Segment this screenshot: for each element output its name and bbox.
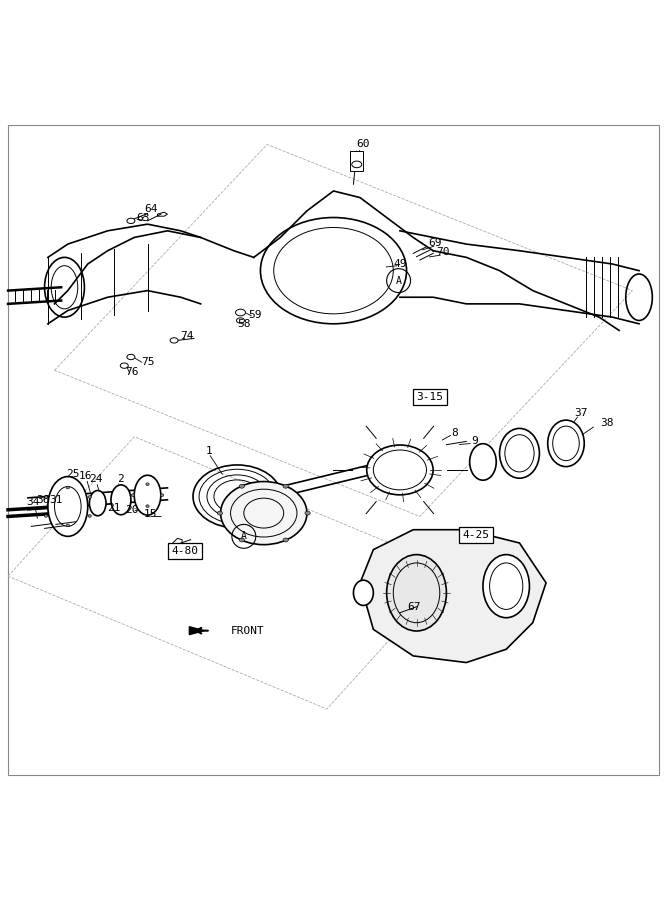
Ellipse shape	[235, 310, 245, 316]
Ellipse shape	[146, 483, 149, 485]
Ellipse shape	[146, 505, 149, 508]
Ellipse shape	[367, 445, 433, 495]
Text: 37: 37	[574, 409, 588, 419]
Text: 75: 75	[141, 356, 154, 366]
Polygon shape	[189, 626, 204, 634]
Text: 24: 24	[89, 474, 103, 484]
Ellipse shape	[111, 485, 131, 515]
Ellipse shape	[239, 538, 245, 542]
Text: 4-80: 4-80	[171, 546, 198, 556]
Ellipse shape	[120, 363, 128, 368]
Text: 20: 20	[125, 505, 138, 515]
Polygon shape	[360, 530, 546, 662]
Ellipse shape	[548, 420, 584, 466]
Ellipse shape	[239, 484, 245, 488]
Ellipse shape	[88, 515, 91, 518]
Ellipse shape	[134, 475, 161, 515]
Text: 2: 2	[117, 474, 124, 484]
Ellipse shape	[44, 496, 47, 499]
Text: 1: 1	[205, 446, 212, 456]
Ellipse shape	[48, 477, 88, 536]
Text: 49: 49	[393, 259, 407, 269]
Text: 3-15: 3-15	[416, 392, 444, 402]
Text: 60: 60	[357, 140, 370, 149]
Ellipse shape	[217, 511, 223, 515]
Text: 58: 58	[237, 319, 251, 328]
Text: FRONT: FRONT	[231, 626, 264, 635]
Ellipse shape	[127, 355, 135, 360]
Ellipse shape	[44, 515, 47, 518]
Ellipse shape	[89, 491, 106, 516]
Text: 31: 31	[49, 495, 63, 505]
Ellipse shape	[131, 494, 135, 497]
Text: 4-25: 4-25	[463, 530, 490, 540]
Ellipse shape	[66, 524, 69, 526]
Text: 63: 63	[136, 212, 149, 222]
Ellipse shape	[283, 484, 288, 488]
Text: 64: 64	[144, 204, 157, 214]
Ellipse shape	[283, 538, 288, 542]
Ellipse shape	[387, 554, 446, 631]
Text: 38: 38	[600, 418, 614, 428]
Ellipse shape	[305, 511, 310, 515]
Ellipse shape	[354, 580, 374, 606]
Text: 34: 34	[26, 498, 39, 508]
Text: 76: 76	[125, 366, 138, 376]
Ellipse shape	[221, 482, 307, 544]
Ellipse shape	[237, 318, 245, 323]
Text: 59: 59	[248, 310, 262, 320]
Ellipse shape	[500, 428, 540, 478]
Ellipse shape	[88, 496, 91, 499]
Text: 74: 74	[181, 331, 194, 341]
Text: 9: 9	[471, 436, 478, 446]
Ellipse shape	[66, 486, 69, 489]
Text: 36: 36	[37, 495, 50, 505]
Ellipse shape	[170, 338, 178, 343]
Text: 16: 16	[79, 471, 93, 481]
Ellipse shape	[483, 554, 530, 617]
Text: 15: 15	[143, 509, 157, 519]
Bar	[350, 151, 364, 171]
Text: A: A	[241, 531, 247, 541]
Text: 8: 8	[451, 428, 458, 437]
Ellipse shape	[127, 218, 135, 223]
Text: 67: 67	[407, 602, 421, 612]
Text: 69: 69	[428, 238, 442, 248]
Text: 25: 25	[67, 469, 80, 479]
Text: 70: 70	[436, 248, 450, 257]
Text: 21: 21	[107, 503, 121, 513]
Ellipse shape	[161, 494, 164, 497]
Ellipse shape	[470, 444, 496, 481]
Text: A: A	[396, 275, 402, 285]
